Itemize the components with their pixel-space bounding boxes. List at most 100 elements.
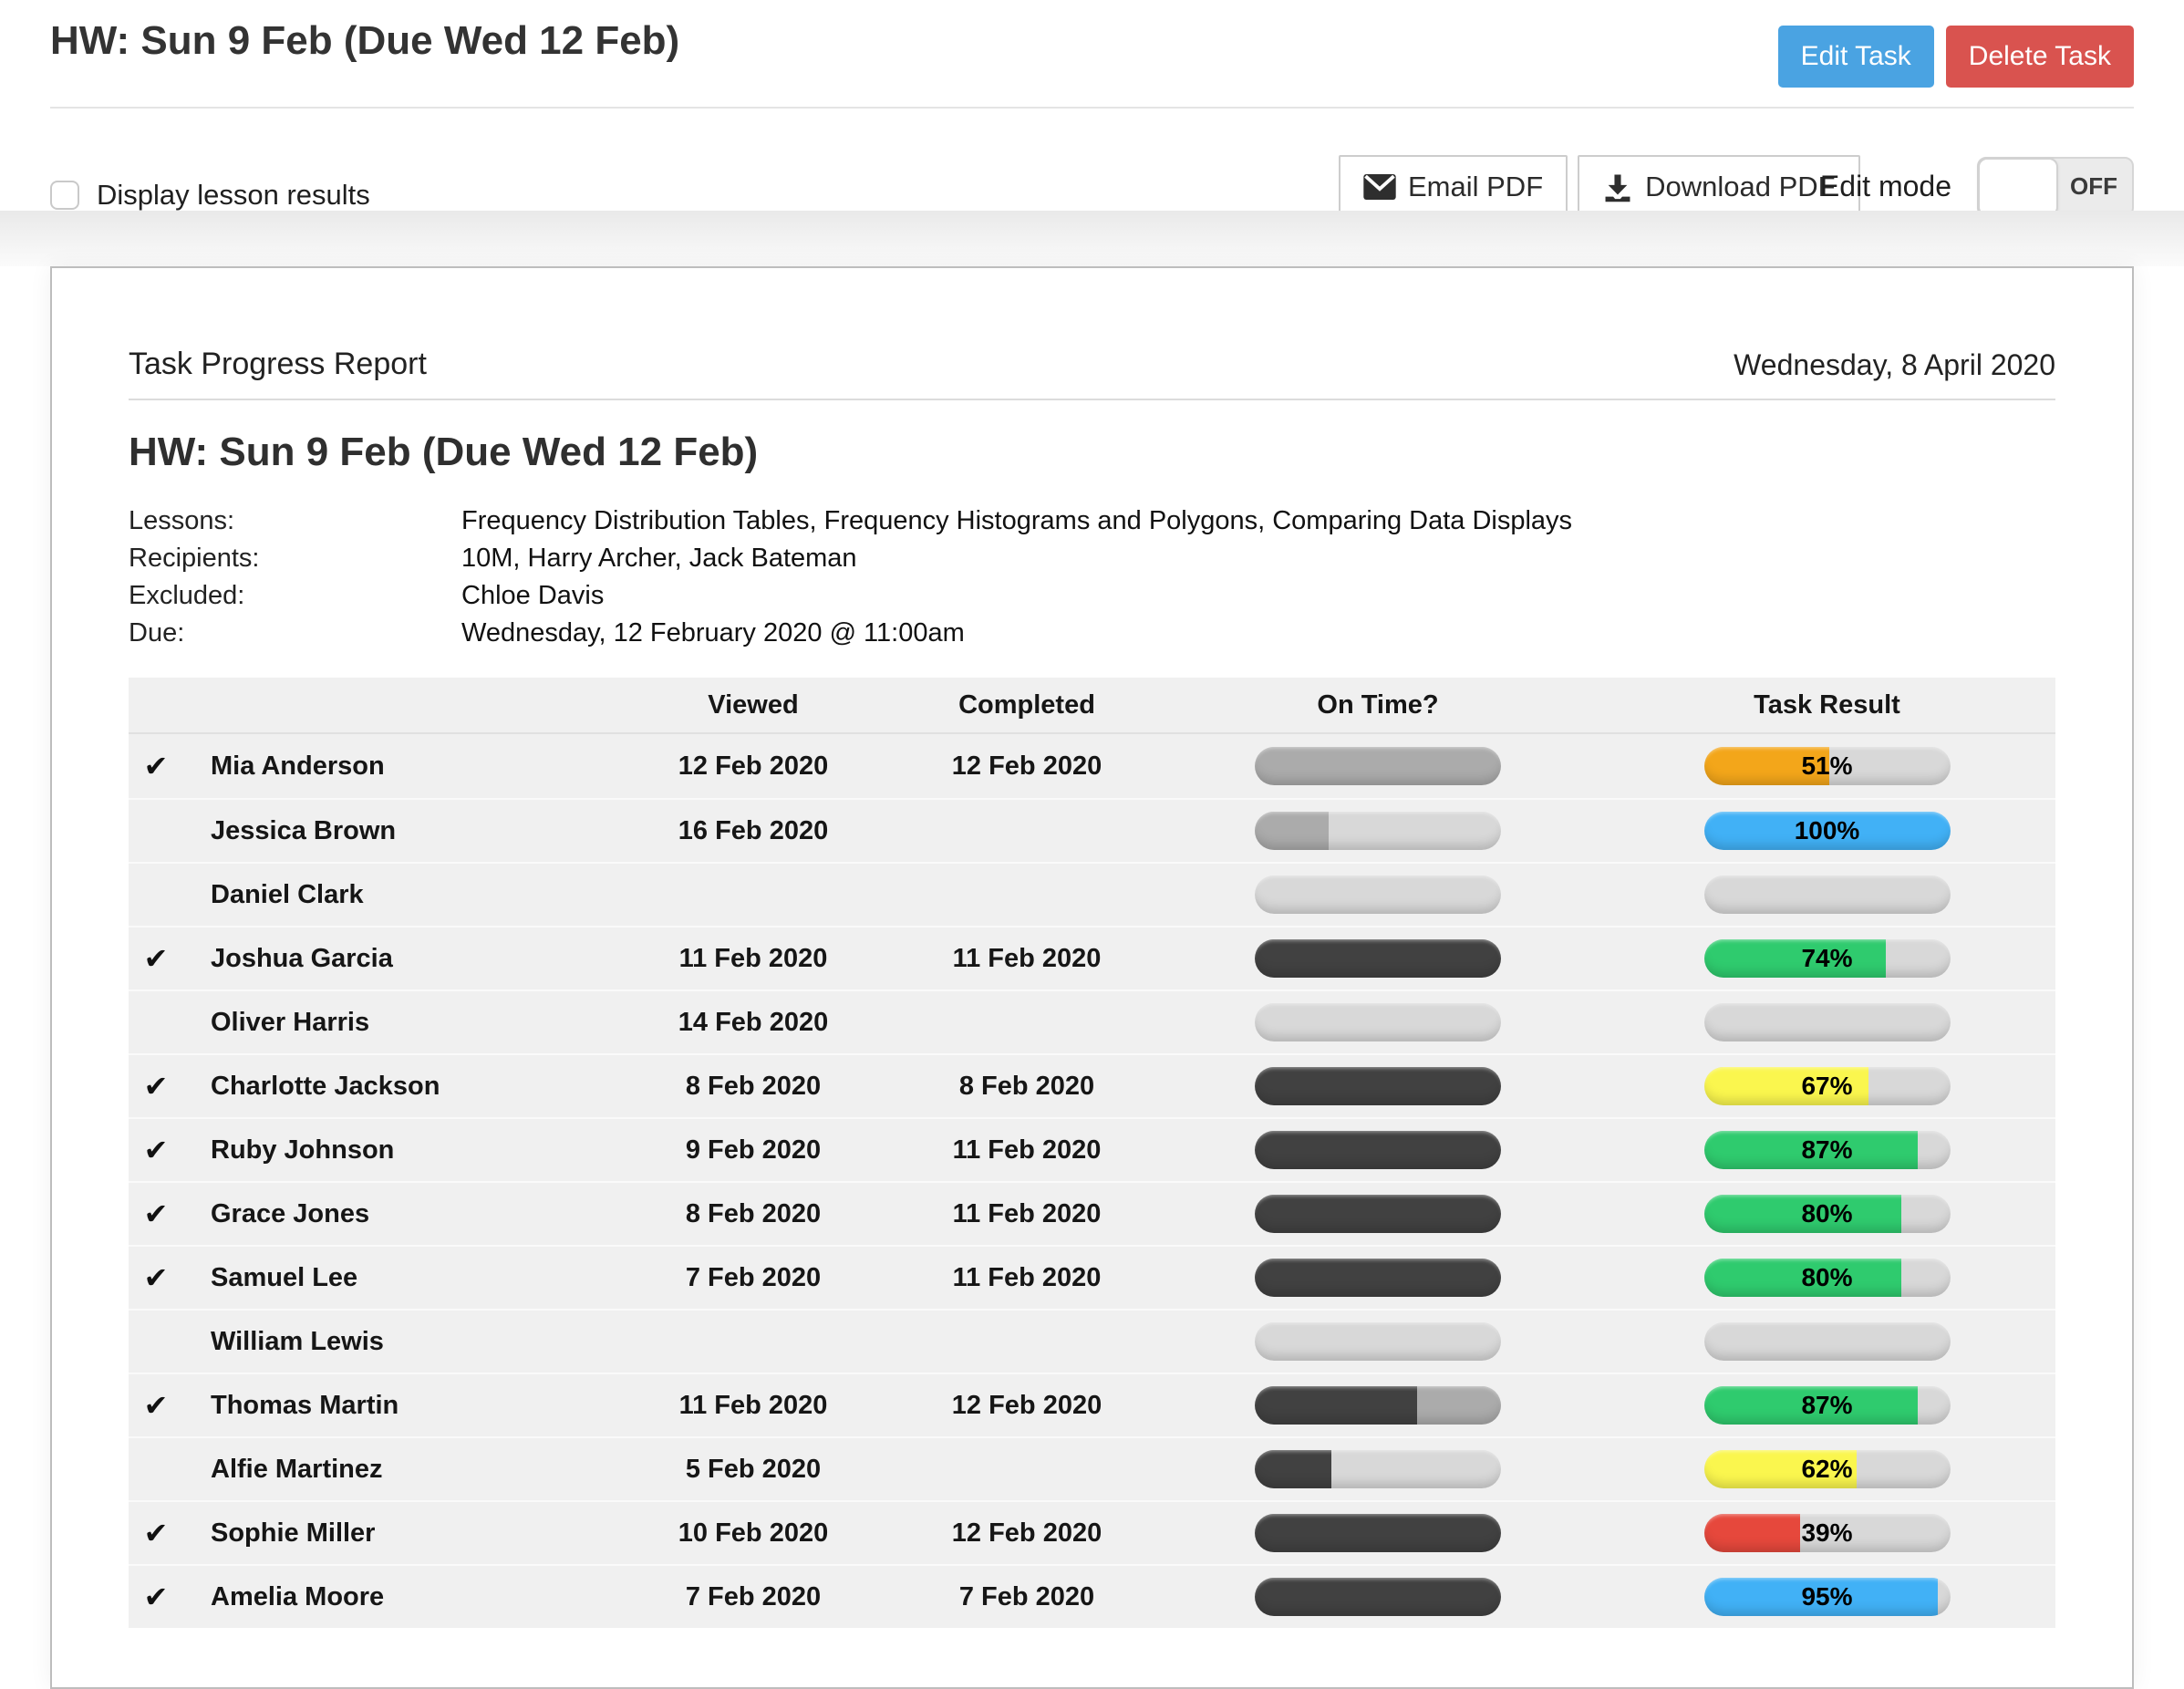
task-result-fill [1703, 1131, 1919, 1169]
student-name: Daniel Clark [211, 879, 364, 909]
student-name: William Lewis [211, 1326, 384, 1356]
on-time-bar [1255, 1195, 1501, 1233]
student-name: Jessica Brown [211, 815, 397, 845]
on-time-segment [1255, 1514, 1501, 1552]
envelope-icon [1363, 173, 1396, 200]
progress-table-body: ✔ Mia Anderson 12 Feb 2020 12 Feb 2020 5… [129, 734, 2055, 1628]
task-result-bar: 80% [1703, 1195, 1951, 1233]
on-time-segment [1255, 1578, 1501, 1616]
task-meta: Lessons: Frequency Distribution Tables, … [129, 503, 2055, 652]
task-result-label: 80% [1801, 1199, 1853, 1228]
completed-check-icon: ✔ [143, 750, 169, 782]
meta-label: Due: [129, 618, 185, 648]
on-time-bar [1255, 1578, 1501, 1616]
on-time-bar [1255, 939, 1501, 978]
viewed-date: 10 Feb 2020 [678, 1518, 829, 1548]
meta-value: Chloe Davis [461, 581, 605, 610]
task-result-bar: 95% [1703, 1578, 1951, 1616]
report-heading: Task Progress Report [129, 347, 427, 381]
completed-date: 11 Feb 2020 [952, 1262, 1102, 1292]
student-name: Grace Jones [211, 1198, 370, 1228]
table-row: ✔ Ruby Johnson 9 Feb 2020 11 Feb 2020 87… [129, 1117, 2055, 1181]
on-time-bar [1255, 1259, 1501, 1297]
completed-date: 12 Feb 2020 [951, 751, 1102, 781]
meta-label: Recipients: [129, 544, 260, 573]
task-progress-report-card: Task Progress Report Wednesday, 8 April … [50, 266, 2134, 1689]
on-time-bar [1255, 1131, 1501, 1169]
task-result-fill [1703, 1450, 1857, 1488]
display-lesson-results-control[interactable]: Display lesson results [50, 179, 370, 212]
edit-task-button[interactable]: Edit Task [1777, 26, 1934, 88]
on-time-segment [1255, 1195, 1501, 1233]
viewed-date: 9 Feb 2020 [685, 1135, 822, 1165]
task-result-label: 39% [1801, 1518, 1853, 1547]
meta-value: Wednesday, 12 February 2020 @ 11:00am [461, 618, 965, 648]
on-time-segment [1255, 939, 1501, 978]
task-result-label: 51% [1801, 751, 1853, 780]
task-result-fill [1703, 1386, 1919, 1425]
student-name: Sophie Miller [211, 1518, 376, 1548]
completed-date: 11 Feb 2020 [952, 943, 1102, 973]
task-result-fill [1703, 1067, 1869, 1105]
meta-label: Excluded: [129, 581, 245, 610]
progress-table-header: Viewed Completed On Time? Task Result [129, 678, 2055, 734]
report-date: Wednesday, 8 April 2020 [1734, 348, 2055, 381]
task-result-label: 95% [1801, 1582, 1853, 1611]
table-row: ✔ Thomas Martin 11 Feb 2020 12 Feb 2020 … [129, 1373, 2055, 1436]
meta-row-excluded: Excluded: Chloe Davis [129, 577, 2055, 615]
delete-task-button[interactable]: Delete Task [1945, 26, 2134, 88]
task-result-label: 100% [1794, 816, 1860, 844]
completed-check-icon: ✔ [143, 1261, 169, 1294]
task-result-fill [1703, 1578, 1938, 1616]
task-result-bar [1703, 1003, 1951, 1041]
on-time-bar [1255, 812, 1501, 850]
task-result-label: 87% [1801, 1135, 1853, 1164]
task-result-label: 74% [1801, 944, 1853, 972]
report-task-title: HW: Sun 9 Feb (Due Wed 12 Feb) [129, 430, 759, 474]
pdf-buttons: Email PDF Download PDF [1339, 155, 1860, 218]
task-result-label: 62% [1801, 1455, 1853, 1483]
email-pdf-button[interactable]: Email PDF [1339, 155, 1568, 218]
table-row: Alfie Martinez 5 Feb 2020 62% [129, 1436, 2055, 1500]
on-time-segment [1255, 1131, 1501, 1169]
completed-date: 12 Feb 2020 [951, 1390, 1102, 1420]
task-result-bar: 80% [1703, 1259, 1951, 1297]
completed-check-icon: ✔ [143, 1070, 169, 1103]
top-action-buttons: Edit Task Delete Task [1777, 26, 2134, 88]
toggle-knob[interactable] [1978, 157, 2058, 216]
toggle-state-label: OFF [2070, 172, 2117, 200]
report-header: Task Progress Report Wednesday, 8 April … [129, 347, 2055, 400]
download-pdf-button[interactable]: Download PDF [1578, 155, 1860, 218]
task-result-fill [1703, 1259, 1901, 1297]
meta-row-lessons: Lessons: Frequency Distribution Tables, … [129, 503, 2055, 540]
on-time-segment [1255, 1259, 1501, 1297]
on-time-bar [1255, 1067, 1501, 1105]
download-pdf-label: Download PDF [1645, 170, 1836, 202]
edit-mode-control: Edit mode OFF [1820, 155, 2134, 218]
on-time-bar [1255, 1514, 1501, 1552]
table-row: ✔ Sophie Miller 10 Feb 2020 12 Feb 2020 … [129, 1500, 2055, 1564]
student-name: Thomas Martin [211, 1390, 399, 1420]
task-result-bar [1703, 876, 1951, 914]
viewed-date: 8 Feb 2020 [685, 1071, 822, 1101]
viewed-date: 11 Feb 2020 [678, 943, 828, 973]
task-result-fill [1703, 939, 1887, 978]
completed-check-icon: ✔ [143, 1389, 169, 1422]
viewed-date: 7 Feb 2020 [685, 1581, 822, 1611]
meta-row-due: Due: Wednesday, 12 February 2020 @ 11:00… [129, 615, 2055, 652]
page-title: HW: Sun 9 Feb (Due Wed 12 Feb) [50, 18, 680, 63]
completed-check-icon: ✔ [143, 1134, 169, 1166]
display-lesson-results-checkbox[interactable] [50, 181, 79, 210]
edit-mode-toggle[interactable]: OFF [1977, 156, 2134, 217]
student-name: Oliver Harris [211, 1007, 370, 1037]
completed-date: 8 Feb 2020 [958, 1071, 1095, 1101]
on-time-segment [1417, 1386, 1501, 1425]
task-result-bar: 51% [1703, 747, 1951, 785]
task-result-bar [1703, 1322, 1951, 1361]
viewed-date: 12 Feb 2020 [678, 751, 829, 781]
table-row: Oliver Harris 14 Feb 2020 [129, 990, 2055, 1053]
table-row: ✔ Amelia Moore 7 Feb 2020 7 Feb 2020 95% [129, 1564, 2055, 1628]
on-time-segment [1255, 1450, 1331, 1488]
task-result-bar: 39% [1703, 1514, 1951, 1552]
viewed-date: 7 Feb 2020 [685, 1262, 822, 1292]
